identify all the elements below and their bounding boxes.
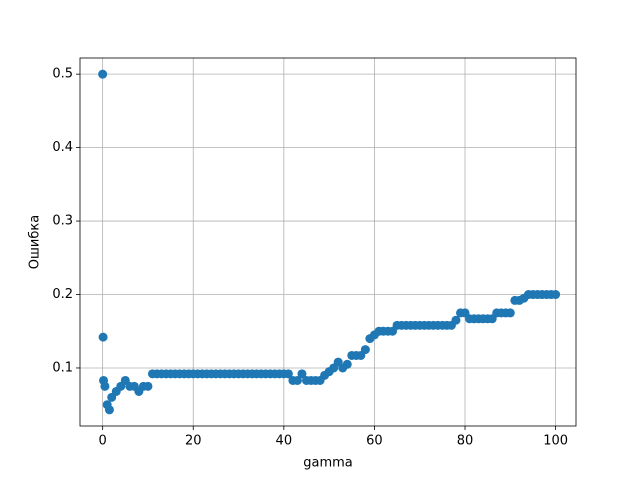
x-tick-label: 40 [276, 434, 293, 449]
x-tick-label: 20 [185, 434, 202, 449]
y-tick-label: 0.5 [52, 67, 73, 82]
point [104, 405, 114, 415]
point [143, 381, 153, 391]
x-tick-label: 0 [99, 434, 107, 449]
y-tick-label: 0.1 [52, 360, 73, 375]
point [505, 308, 515, 318]
x-tick-label: 100 [543, 434, 568, 449]
point [292, 375, 302, 385]
y-tick-label: 0.3 [52, 214, 73, 229]
x-axis-label: gamma [303, 456, 353, 471]
point [451, 315, 461, 325]
point [98, 332, 108, 342]
point [342, 359, 352, 369]
y-tick-label: 0.2 [52, 287, 73, 302]
point [297, 369, 307, 379]
point [100, 381, 110, 391]
y-axis-label: Ошибка [28, 215, 43, 269]
x-tick-label: 60 [366, 434, 383, 449]
point [98, 69, 108, 79]
plot-frame [79, 57, 577, 427]
y-tick-label: 0.4 [52, 140, 73, 155]
x-tick-label: 80 [457, 434, 474, 449]
point [360, 345, 370, 355]
point [283, 369, 293, 379]
point [551, 290, 561, 300]
